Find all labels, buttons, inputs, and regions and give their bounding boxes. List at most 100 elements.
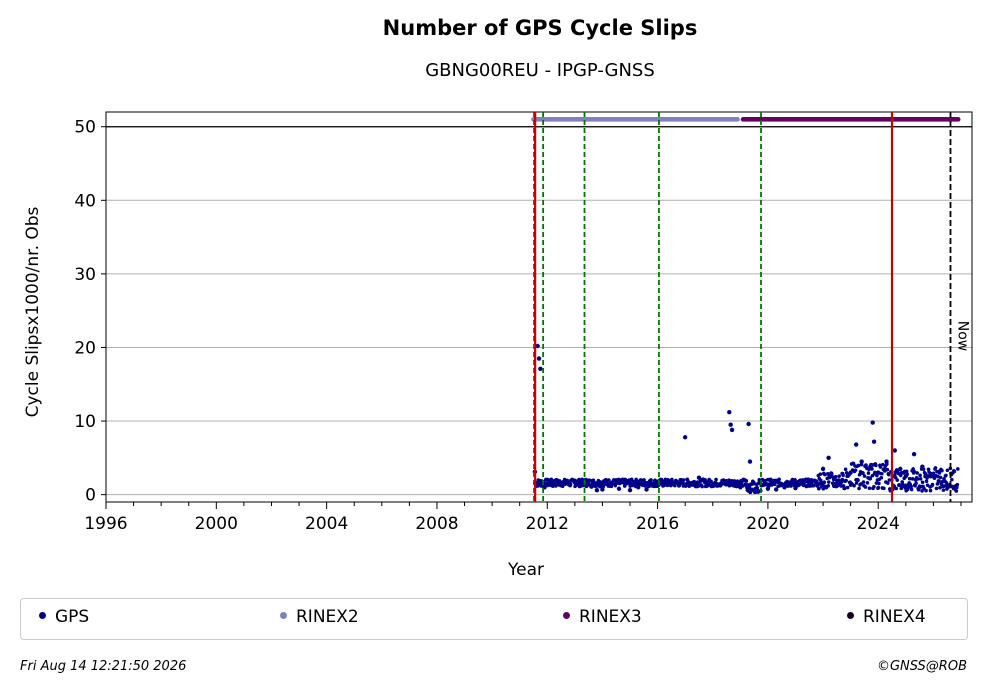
x-tick-label: 1996 <box>84 514 127 534</box>
gps-point <box>928 488 933 493</box>
gps-point <box>879 475 884 480</box>
gps-point <box>859 482 863 486</box>
footer-timestamp: Fri Aug 14 12:21:50 2026 <box>20 659 187 674</box>
gps-point <box>728 422 733 427</box>
gps-point <box>817 486 821 491</box>
gps-point <box>853 468 858 472</box>
gps-point <box>887 478 892 482</box>
gps-point <box>634 477 638 482</box>
gps-point <box>772 482 777 487</box>
gps-point <box>844 478 848 483</box>
gps-point <box>536 356 542 361</box>
gps-point <box>944 473 948 478</box>
gps-point <box>793 485 798 491</box>
gps-point <box>920 464 925 469</box>
x-tick-label: 2008 <box>415 514 458 534</box>
gps-point <box>909 484 913 489</box>
gps-point <box>549 477 554 482</box>
gps-point <box>545 481 550 486</box>
gps-point <box>688 481 693 486</box>
gps-point <box>878 465 883 469</box>
gps-point <box>556 479 561 484</box>
gps-point <box>870 420 875 425</box>
gps-point <box>608 481 613 486</box>
gps-point <box>903 474 909 479</box>
gps-point <box>912 469 916 474</box>
gps-point <box>937 471 942 475</box>
gps-point <box>865 481 870 485</box>
gps-point <box>884 459 889 464</box>
gps-point <box>577 477 581 482</box>
gps-point <box>801 482 806 488</box>
gps-point <box>561 481 567 486</box>
x-tick-label: 2016 <box>636 514 679 534</box>
gps-point <box>613 483 618 488</box>
gps-point <box>826 483 831 488</box>
gps-point <box>955 485 959 490</box>
gps-point <box>892 473 897 477</box>
gps-point <box>822 472 827 477</box>
gps-point <box>826 480 831 484</box>
gps-point <box>594 488 600 493</box>
rinex2-marker-icon <box>280 611 287 619</box>
gps-point <box>578 480 583 486</box>
gps-point <box>862 474 867 478</box>
gps-point <box>567 482 572 487</box>
x-tick-label: 2012 <box>526 514 569 534</box>
gps-point <box>886 481 890 485</box>
gps-point <box>895 478 900 482</box>
gps-point <box>809 479 815 484</box>
footer-credit: ©GNSS@ROB <box>876 659 967 674</box>
gps-point <box>535 343 540 349</box>
gps-point <box>938 475 943 480</box>
gps-point <box>681 478 686 482</box>
rinex4-marker-icon <box>847 611 854 619</box>
gps-point <box>898 466 903 472</box>
gps-point <box>848 470 853 475</box>
gps-point <box>920 489 924 493</box>
gps-point <box>861 480 866 484</box>
gps-point <box>877 481 881 486</box>
gps-point <box>746 421 751 427</box>
y-tick-label: 0 <box>85 486 96 506</box>
gps-point <box>909 487 914 492</box>
gps-point <box>863 485 868 489</box>
gps-point <box>954 489 959 493</box>
gps-point <box>812 483 816 488</box>
gps-point <box>842 486 847 491</box>
gps-point <box>572 478 578 483</box>
gps-point <box>747 459 753 464</box>
gps-point <box>931 471 936 476</box>
gps-point <box>944 483 950 489</box>
gps-point <box>924 479 929 484</box>
gps-point <box>616 486 622 491</box>
gps-point <box>696 475 702 480</box>
gps-point <box>727 410 732 415</box>
chart-title: Number of GPS Cycle Slips <box>382 16 698 40</box>
gps-point <box>880 471 884 476</box>
gps-point <box>898 473 903 478</box>
gps-point <box>866 471 871 475</box>
gps-point <box>820 466 826 472</box>
chart-subtitle: GBNG00REU - IPGP-GNSS <box>425 60 655 81</box>
gps-point <box>934 486 939 491</box>
gps-point <box>843 467 848 472</box>
gps-point <box>588 478 592 483</box>
gps-point <box>859 459 864 464</box>
gps-point <box>840 477 845 483</box>
y-tick-label: 20 <box>74 338 96 358</box>
gps-point <box>818 472 823 476</box>
gps-point <box>933 466 938 470</box>
gps-point <box>789 484 793 488</box>
gps-point <box>852 483 856 488</box>
gps-point <box>915 471 919 475</box>
gps-point <box>765 486 771 491</box>
gps-point <box>841 473 845 478</box>
gps-point <box>819 478 823 483</box>
gps-point <box>887 472 891 477</box>
legend-item-rinex3: RINEX3 <box>563 607 642 627</box>
gps-point <box>945 468 950 473</box>
x-tick-label: 2000 <box>195 514 238 534</box>
y-tick-label: 40 <box>74 191 96 211</box>
now-annotation: Now <box>954 321 970 352</box>
